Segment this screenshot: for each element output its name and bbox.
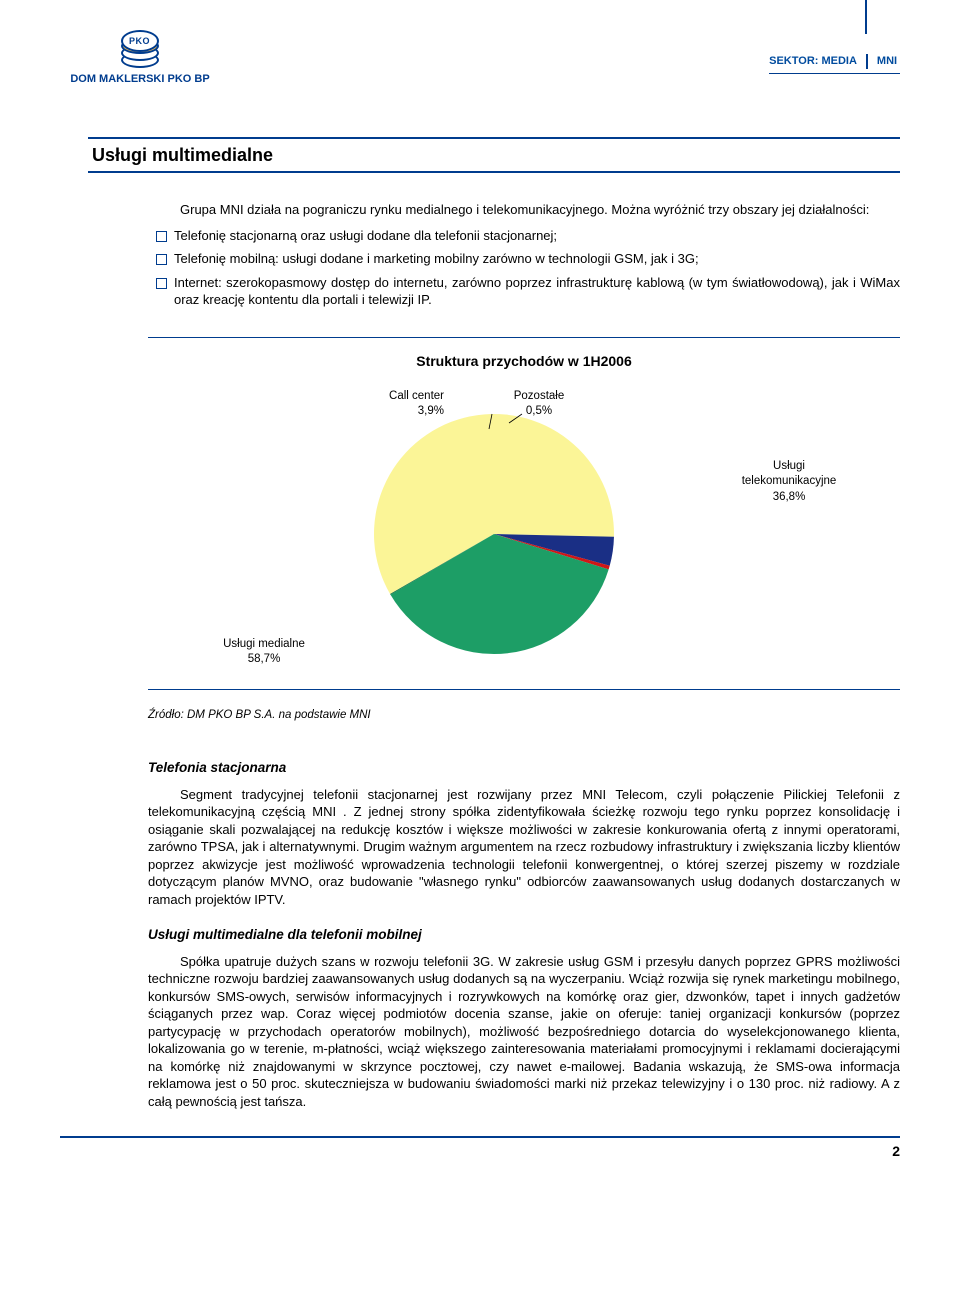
logo-text: DOM MAKLERSKI PKO BP — [60, 72, 220, 87]
content: Grupa MNI działa na pograniczu rynku med… — [148, 201, 900, 1110]
logo-block: DOM MAKLERSKI PKO BP — [60, 30, 220, 87]
chart-title: Struktura przychodów w 1H2006 — [148, 352, 900, 371]
slice-label-telekom: Usługitelekomunikacyjne36,8% — [724, 459, 854, 506]
bullet-item: Internet: szerokopasmowy dostęp do inter… — [156, 274, 900, 309]
section-title: Usługi multimedialne — [88, 137, 900, 173]
slice-label-medialne: Usługi medialne58,7% — [204, 637, 324, 668]
body-mobilne: Spółka upatruje dużych szans w rozwoju t… — [148, 953, 900, 1111]
body-telefonia: Segment tradycyjnej telefonii stacjonarn… — [148, 786, 900, 909]
chart-area: Call center3,9% Pozostałe0,5% Usługitele… — [174, 389, 874, 669]
bullet-list: Telefonię stacjonarną oraz usługi dodane… — [156, 227, 900, 309]
page: DOM MAKLERSKI PKO BP SEKTOR: MEDIA MNI U… — [0, 0, 960, 1191]
header: DOM MAKLERSKI PKO BP SEKTOR: MEDIA MNI — [60, 30, 900, 87]
sektor-label: SEKTOR: MEDIA — [769, 54, 857, 69]
bullet-item: Telefonię mobilną: usługi dodane i marke… — [156, 250, 900, 268]
slice-label-pozostale: Pozostałe0,5% — [494, 389, 584, 420]
subheading-telefonia: Telefonia stacjonarna — [148, 759, 900, 777]
logo-icon — [116, 30, 164, 68]
slice-label-callcenter: Call center3,9% — [354, 389, 444, 420]
chart-source: Źródło: DM PKO BP S.A. na podstawie MNI — [148, 708, 900, 724]
page-number: 2 — [60, 1136, 900, 1161]
section: Usługi multimedialne Grupa MNI działa na… — [88, 137, 900, 1111]
pie-chart — [364, 399, 624, 659]
header-right: SEKTOR: MEDIA MNI — [769, 30, 900, 74]
intro-paragraph: Grupa MNI działa na pograniczu rynku med… — [148, 201, 900, 219]
bullet-item: Telefonię stacjonarną oraz usługi dodane… — [156, 227, 900, 245]
chart-block: Struktura przychodów w 1H2006 Call cente… — [148, 337, 900, 690]
sektor-code: MNI — [866, 54, 900, 69]
subheading-mobilne: Usługi multimedialne dla telefonii mobil… — [148, 926, 900, 944]
